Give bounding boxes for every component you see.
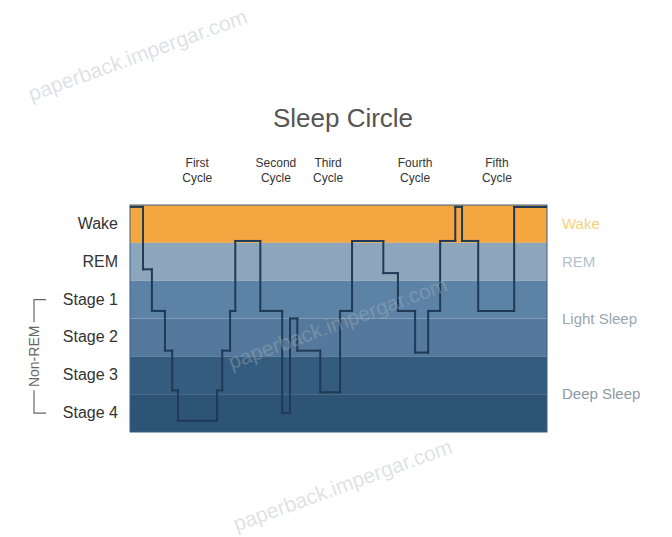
zone-label: Wake: [562, 215, 600, 232]
step-connector: [142, 207, 144, 269]
cycle-label: FirstCycle: [182, 156, 212, 185]
y-tick-label: Wake: [78, 215, 118, 232]
step-segment: [260, 310, 282, 312]
step-segment: [455, 206, 462, 208]
step-segment: [290, 318, 297, 320]
step-connector: [351, 241, 353, 311]
step-segment: [462, 240, 478, 242]
step-segment: [235, 240, 260, 242]
plot-frame: [130, 205, 547, 432]
watermark: paperback.impergar.com: [230, 435, 455, 536]
chart: Sleep Circle Wake REM Stage 1 Stage 2 Stage 3…: [0, 0, 672, 537]
cycle-label: FourthCycle: [398, 156, 433, 185]
step-connector: [281, 311, 283, 413]
step-connector: [382, 241, 384, 273]
watermark: paperback.impergar.com: [225, 273, 450, 374]
step-connector: [151, 269, 153, 311]
step-connector: [427, 311, 429, 353]
step-connector: [461, 207, 463, 241]
step-segment: [415, 352, 428, 354]
cycle-label-line: Third: [314, 156, 341, 170]
band: [130, 356, 547, 394]
step-segment: [352, 240, 383, 242]
title: Sleep Circle: [273, 103, 413, 133]
plot-marks: [130, 207, 547, 421]
cycle-label-line: Second: [256, 156, 297, 170]
step-segment: [178, 420, 217, 422]
step-connector: [477, 241, 479, 311]
bracket: [34, 390, 46, 413]
cycle-label-line: Fourth: [398, 156, 433, 170]
step-segment: [440, 240, 455, 242]
band: [130, 243, 547, 281]
step-connector: [234, 241, 236, 311]
zone-label: Light Sleep: [562, 310, 637, 327]
band: [130, 394, 547, 432]
y-tick-label: Stage 1: [63, 291, 118, 308]
step-connector: [513, 207, 515, 311]
y-tick-label: REM: [82, 253, 118, 270]
step-connector: [414, 311, 416, 353]
step-connector: [171, 351, 173, 391]
watermark: paperback.impergar.com: [25, 5, 250, 106]
cycle-label-line: Cycle: [482, 171, 512, 185]
cycle-label: SecondCycle: [256, 156, 297, 185]
step-segment: [130, 206, 143, 208]
y-tick-label: Stage 3: [63, 366, 118, 383]
step-segment: [152, 310, 165, 312]
step-connector: [221, 351, 223, 391]
y-tick-label: Stage 4: [63, 404, 118, 421]
step-segment: [478, 310, 514, 312]
cycle-label-line: Cycle: [182, 171, 212, 185]
step-connector: [177, 390, 179, 420]
step-connector: [164, 311, 166, 351]
step-connector: [216, 390, 218, 420]
cycle-label-line: Cycle: [313, 171, 343, 185]
cycle-label-line: Cycle: [400, 171, 430, 185]
cycle-label-line: First: [186, 156, 210, 170]
cycle-label: ThirdCycle: [313, 156, 343, 185]
step-segment: [143, 268, 152, 270]
step-segment: [514, 206, 547, 208]
step-segment: [383, 272, 398, 274]
bracket: [34, 300, 46, 323]
cycle-label: FifthCycle: [482, 156, 512, 185]
step-segment: [297, 350, 320, 352]
step-segment: [165, 350, 172, 352]
step-connector: [454, 207, 456, 241]
step-connector: [229, 311, 231, 351]
band: [130, 205, 547, 243]
group-label: Non-REM: [26, 326, 42, 387]
step-segment: [428, 310, 440, 312]
step-segment: [282, 412, 290, 414]
cycle-label-line: Fifth: [485, 156, 508, 170]
step-segment: [320, 391, 340, 393]
step-connector: [319, 351, 321, 393]
step-connector: [259, 241, 261, 311]
zone-label: REM: [562, 253, 595, 270]
cycle-label-line: Cycle: [261, 171, 291, 185]
zone-label: Deep Sleep: [562, 385, 640, 402]
y-tick-label: Stage 2: [63, 328, 118, 345]
